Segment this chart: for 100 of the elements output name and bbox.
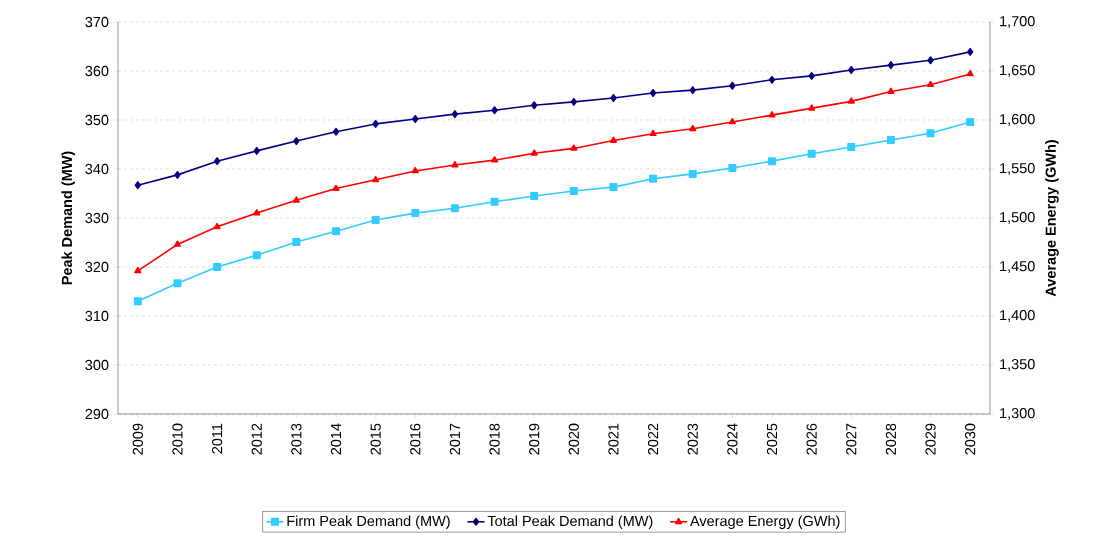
point	[451, 161, 459, 168]
y-tick-label: 290	[85, 408, 109, 420]
point	[213, 222, 221, 230]
x-tick-label: 2027	[846, 423, 857, 455]
y-tick-label: 350	[85, 114, 109, 126]
y-tick-label: 300	[85, 359, 109, 371]
point	[371, 215, 380, 224]
x-tick-label: 2026	[806, 423, 817, 455]
x-tick-label: 2013	[291, 423, 302, 455]
point	[609, 183, 618, 192]
y2-tick-label: 1,400	[1000, 309, 1035, 322]
point	[570, 144, 578, 151]
point	[411, 209, 420, 218]
point	[966, 69, 974, 77]
x-tick-label: 2022	[647, 423, 659, 455]
point	[728, 164, 737, 173]
point	[253, 146, 260, 155]
x-tick-label: 2029	[925, 423, 936, 455]
point	[292, 238, 301, 246]
legend-label: Average Energy (GWh)	[689, 515, 840, 529]
x-tick-label: 2020	[568, 423, 579, 455]
legend-label: Firm Peak Demand (MW)	[287, 515, 450, 529]
legend-label: Total Peak Demand (MW)	[487, 515, 653, 529]
point	[292, 196, 300, 203]
point	[332, 127, 340, 136]
point	[134, 266, 142, 274]
x-tick-label: 2010	[172, 423, 183, 455]
point	[768, 111, 776, 118]
x-tick-label: 2015	[370, 423, 381, 455]
x-tick-label: 2009	[132, 423, 143, 455]
point	[372, 119, 379, 128]
y-tick-label: 370	[85, 16, 109, 28]
y-tick-label: 320	[85, 261, 109, 273]
point	[649, 129, 657, 137]
point	[886, 136, 895, 145]
point	[530, 149, 538, 156]
point	[569, 187, 578, 196]
point	[689, 124, 697, 132]
y2-tick-label: 1,700	[1000, 15, 1035, 28]
x-tick-label: 2024	[727, 423, 738, 455]
point	[926, 129, 935, 138]
point	[848, 66, 855, 75]
point	[926, 80, 935, 88]
point	[768, 157, 776, 166]
point	[689, 86, 696, 95]
y2-axis-title: Average Energy (GWh)	[1045, 140, 1059, 297]
y-tick-label: 310	[85, 310, 109, 322]
point	[253, 209, 261, 216]
point	[847, 142, 856, 151]
point	[134, 181, 142, 190]
point	[768, 75, 776, 84]
x-tick-label: 2016	[410, 423, 421, 455]
point	[530, 101, 538, 110]
y-axis-title: Peak Demand (MW)	[61, 151, 75, 285]
point	[332, 184, 340, 191]
y-tick-label: 340	[85, 163, 109, 175]
point	[807, 149, 816, 158]
x-tick-label: 2021	[608, 423, 619, 455]
x-tick-label: 2011	[211, 423, 223, 454]
x-tick-label: 2012	[251, 423, 262, 455]
point	[966, 47, 974, 56]
x-tick-label: 2023	[687, 423, 698, 455]
x-tick-label: 2017	[449, 423, 461, 455]
point	[728, 117, 736, 125]
point	[966, 117, 975, 126]
point	[570, 97, 578, 106]
point	[450, 204, 459, 213]
point	[808, 104, 816, 111]
point	[332, 227, 341, 236]
point	[610, 93, 617, 102]
point	[530, 191, 539, 200]
point	[490, 197, 499, 206]
point	[451, 110, 459, 119]
point	[887, 61, 895, 70]
y2-tick-label: 1,350	[1000, 358, 1035, 371]
x-tick-label: 2025	[766, 423, 778, 455]
x-tick-label: 2014	[330, 423, 342, 455]
point	[808, 71, 815, 80]
point	[649, 174, 658, 183]
x-tick-label: 2018	[489, 423, 500, 455]
y2-tick-label: 1,600	[1000, 113, 1035, 126]
x-tick-label: 2030	[965, 423, 976, 455]
point	[490, 156, 499, 163]
y2-tick-label: 1,550	[1000, 162, 1035, 175]
point	[293, 137, 300, 146]
x-tick-label: 2019	[529, 423, 540, 455]
point	[173, 240, 182, 247]
point	[174, 170, 181, 179]
point	[649, 89, 657, 98]
y-tick-label: 360	[85, 65, 109, 77]
point	[927, 56, 934, 65]
y2-tick-label: 1,300	[1000, 407, 1035, 420]
point	[609, 136, 618, 143]
point	[412, 115, 419, 124]
y2-tick-label: 1,650	[1000, 64, 1035, 77]
point	[213, 262, 222, 271]
point	[729, 81, 736, 90]
point	[688, 169, 697, 178]
point	[213, 157, 221, 166]
y2-tick-label: 1,450	[1000, 260, 1035, 273]
